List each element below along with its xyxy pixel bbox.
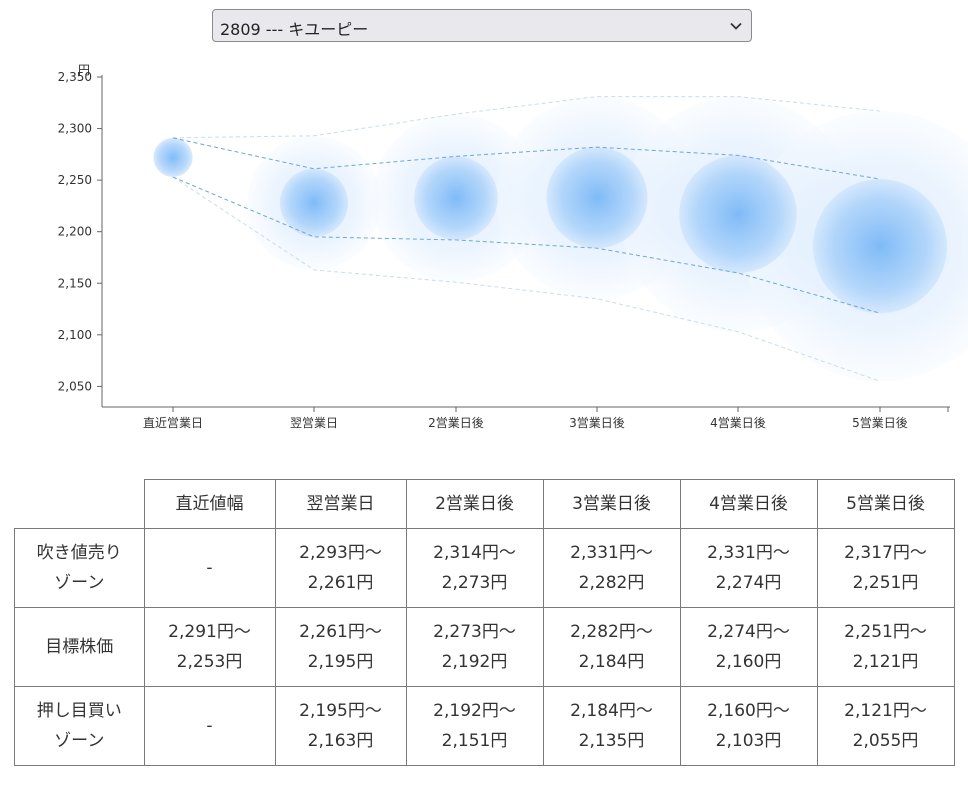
table-header-cell: 直近値幅: [143, 479, 276, 529]
y-tick-label: 2,300: [58, 122, 92, 136]
inner-lower-line: [172, 176, 881, 314]
inner-bubble: [546, 147, 648, 249]
stock-selector[interactable]: 2809 --- キユーピー: [212, 9, 752, 42]
band-lines: [172, 96, 881, 382]
table-cell: 2,331円～ 2,282円: [542, 528, 681, 608]
x-tick-label: 2営業日後: [428, 416, 484, 430]
row-label-target-price: 目標株価: [14, 607, 145, 687]
inner-bubble: [279, 168, 349, 237]
table-cell: 2,160円～ 2,103円: [679, 686, 818, 766]
y-tick-label: 2,150: [58, 276, 92, 290]
price-zone-table: 直近値幅 翌営業日 2営業日後 3営業日後 4営業日後 5営業日後 吹き値売りゾ…: [14, 479, 955, 766]
table-row: 目標株価 2,291円～ 2,253円 2,261円～ 2,195円 2,273円～…: [14, 607, 955, 687]
y-axis-unit: 円: [78, 63, 90, 77]
x-tick-label: 4営業日後: [710, 416, 766, 430]
row-label-buy-zone: 押し目買い ゾーン: [14, 686, 145, 766]
table-row: 吹き値売り ゾーン - 2,293円～ 2,261円 2,314円～ 2,273円 2…: [14, 528, 955, 608]
table-cell: 2,195円～ 2,163円: [274, 686, 407, 766]
table-header-row: 直近値幅 翌営業日 2営業日後 3営業日後 4営業日後 5営業日後: [14, 479, 955, 529]
stock-selector-value: 2809 --- キユーピー: [220, 20, 369, 39]
table-cell: 2,317円～ 2,251円: [816, 528, 955, 608]
table-header-cell: 3営業日後: [542, 479, 681, 529]
table-cell: 2,251円～ 2,121円: [816, 607, 955, 687]
table-cell: 2,273円～ 2,192円: [405, 607, 544, 687]
row-label-sell-zone: 吹き値売り ゾーン: [14, 528, 145, 608]
x-tick-label: 直近営業日: [143, 416, 203, 430]
table-header-cell: 5営業日後: [816, 479, 955, 529]
table-cell: 2,293円～ 2,261円: [274, 528, 407, 608]
outer-lower-line: [172, 176, 881, 382]
table-cell: -: [143, 528, 276, 608]
x-tick-label: 翌営業日: [290, 416, 338, 430]
table-cell: 2,274円～ 2,160円: [679, 607, 818, 687]
inner-bubble: [414, 156, 498, 240]
table-header-cell: [14, 479, 145, 529]
inner-bubble: [812, 179, 948, 314]
forecast-chart: 円 2,050 2,100 2,150 2,200 2,250 2,300 2,350 直近…: [58, 63, 968, 430]
table-row: 押し目買い ゾーン - 2,195円～ 2,163円 2,192円～ 2,151円 2…: [14, 686, 955, 766]
outer-upper-line: [172, 96, 881, 139]
y-tick-label: 2,250: [58, 173, 92, 187]
chevron-down-icon: [730, 22, 742, 30]
inner-upper-line: [172, 137, 881, 180]
x-ticks: 直近営業日 翌営業日 2営業日後 3営業日後 4営業日後 5営業日後: [143, 407, 949, 430]
table-cell: 2,314円～ 2,273円: [405, 528, 544, 608]
x-tick-label: 5営業日後: [852, 416, 908, 430]
table-cell: 2,282円～ 2,184円: [542, 607, 681, 687]
y-tick-label: 2,050: [58, 379, 92, 393]
inner-bubble: [153, 137, 193, 178]
y-tick-label: 2,200: [58, 225, 92, 239]
table-cell: 2,261円～ 2,195円: [274, 607, 407, 687]
table-header-cell: 翌営業日: [274, 479, 407, 529]
table-header-cell: 4営業日後: [679, 479, 818, 529]
y-ticks: 2,050 2,100 2,150 2,200 2,250 2,300 2,350: [58, 70, 102, 393]
x-tick-label: 3営業日後: [569, 416, 625, 430]
table-cell: 2,291円～ 2,253円: [143, 607, 276, 687]
table-cell: 2,331円～ 2,274円: [679, 528, 818, 608]
table-cell: -: [143, 686, 276, 766]
inner-bubbles: [153, 137, 948, 314]
table-cell: 2,184円～ 2,135円: [542, 686, 681, 766]
table-cell: 2,192円～ 2,151円: [405, 686, 544, 766]
y-tick-label: 2,350: [58, 70, 92, 84]
inner-bubble: [679, 155, 797, 273]
y-tick-label: 2,100: [58, 328, 92, 342]
table-header-cell: 2営業日後: [405, 479, 544, 529]
table-cell: 2,121円～ 2,055円: [816, 686, 955, 766]
